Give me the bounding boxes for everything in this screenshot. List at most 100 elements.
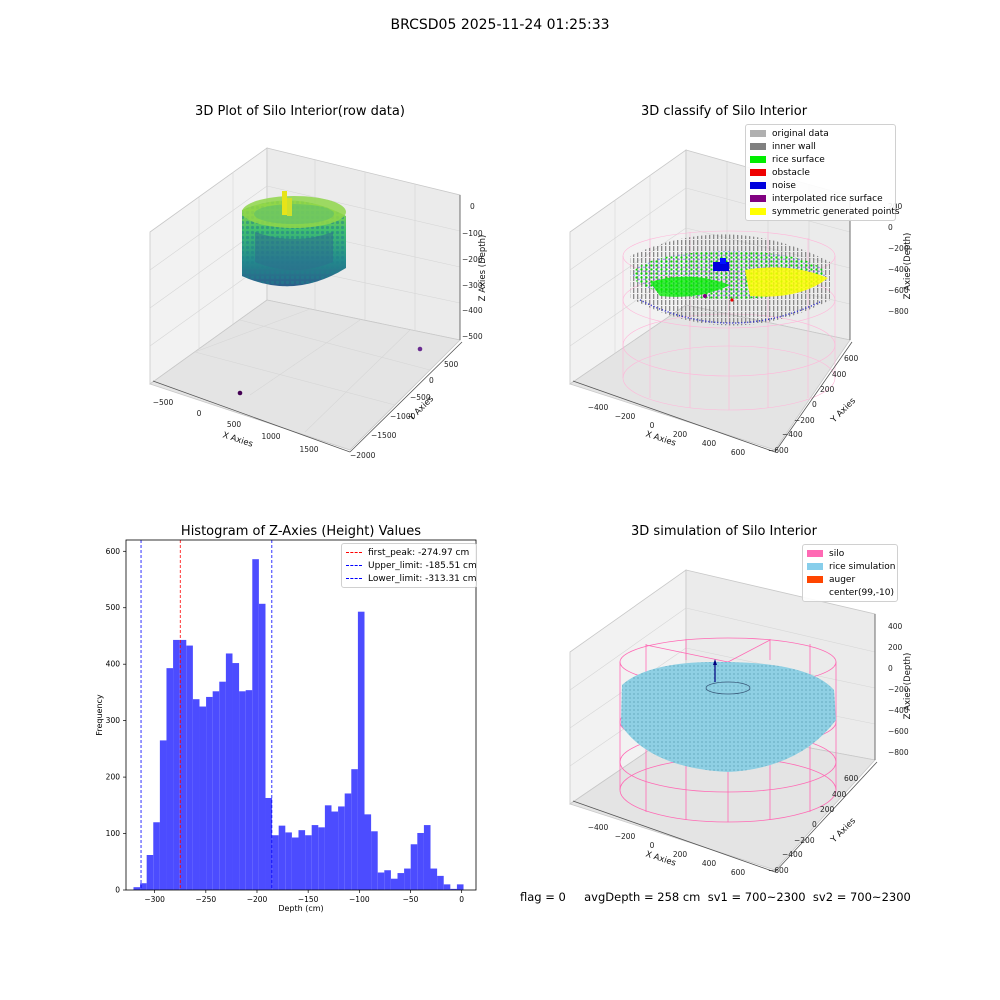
raw-ytick: −1500 (371, 431, 397, 440)
legend-item: center(99,-10) (807, 586, 894, 599)
simulation-xtick: −200 (615, 832, 636, 841)
histogram-bar (133, 887, 141, 890)
histogram-bar (318, 827, 325, 890)
histogram-xtick-label: −150 (298, 895, 319, 904)
raw-ztick: −500 (462, 332, 483, 341)
histogram-bar (159, 740, 167, 890)
simulation-ztick: 0 (888, 664, 893, 673)
classify-ytick: −200 (794, 416, 815, 425)
histogram-xtick-label: −200 (247, 895, 268, 904)
classify-panel-title: 3D classify of Silo Interior (640, 104, 808, 119)
raw-ztick: −300 (462, 281, 483, 290)
simulation-ztick: −200 (888, 685, 909, 694)
histogram-bar (443, 884, 451, 890)
legend-line (346, 578, 362, 579)
classify-ztick: 0 (888, 223, 893, 232)
legend-item: inner wall (750, 140, 891, 153)
classify-ytick: 200 (820, 385, 835, 394)
raw-panel-title: 3D Plot of Silo Interior(row data) (195, 104, 405, 119)
legend-swatch (750, 156, 766, 163)
simulation-ztick: −800 (888, 748, 909, 757)
histogram-chart: −300 −250 −200 −150 −100 −50 0 0 100 200 300 400 50… (95, 539, 477, 913)
classify-3d-plot: −400 −200 0 200 400 600 600 400 200 0 −2… (569, 149, 913, 457)
legend-item: original data (750, 127, 891, 140)
simulation-xtick: −400 (588, 823, 609, 832)
raw-xtick: 500 (227, 420, 242, 429)
raw-ytick: −1000 (390, 412, 416, 421)
histogram-bar (153, 822, 160, 890)
legend-swatch (750, 143, 766, 150)
histogram-bar (166, 668, 174, 890)
histogram-bar (390, 878, 398, 890)
histogram-xtick-label: −100 (349, 895, 370, 904)
raw-ztick: −200 (462, 255, 483, 264)
simulation-ytick: 0 (812, 820, 817, 829)
simulation-xtick: 600 (731, 868, 746, 877)
legend-label: Lower_limit: -313.31 cm (368, 573, 477, 584)
histogram-bar (206, 696, 213, 890)
histogram-ytick-label: 500 (106, 603, 121, 612)
classify-ytick: 400 (832, 370, 847, 379)
classify-ztick: −200 (888, 244, 909, 253)
histogram-bar (430, 868, 438, 890)
histogram-bar (232, 663, 240, 890)
classify-ztick: −600 (888, 286, 909, 295)
legend-label: symmetric generated points (772, 206, 900, 217)
histogram-bar (331, 811, 339, 890)
simulation-ytick: −400 (782, 850, 803, 859)
histogram-bar (199, 706, 207, 890)
histogram-xticks: −300 −250 −200 −150 −100 −50 0 (144, 890, 464, 904)
legend-label: obstacle (772, 167, 810, 178)
raw-zlabel: Z Axies (Depth) (478, 235, 488, 302)
histogram-bar (179, 639, 187, 890)
classify-ytick: 600 (844, 354, 859, 363)
histogram-bar (384, 870, 391, 890)
histogram-bar (258, 603, 266, 890)
legend-label: rice surface (772, 154, 825, 165)
histogram-ylabel: Frequency (95, 694, 104, 736)
histogram-bar (410, 844, 418, 890)
simulation-ytick: 400 (832, 790, 847, 799)
legend-item: auger (807, 573, 893, 586)
histogram-bar (338, 806, 345, 890)
raw-3d-plot: −500 0 500 1000 1500 500 0 −500 −1000 −1… (149, 147, 488, 460)
histogram-bar (245, 690, 253, 890)
histogram-bar (285, 832, 292, 890)
histogram-bar (192, 699, 200, 890)
histogram-ytick-label: 100 (106, 829, 121, 838)
classify-xtick: 400 (702, 439, 717, 448)
histogram-ytick-label: 300 (106, 716, 121, 725)
simulation-ytick: −600 (768, 866, 789, 875)
simulation-legend: silo rice simulation auger center(99,-10… (802, 544, 898, 602)
legend-label: rice simulation (829, 561, 896, 572)
legend-swatch (750, 208, 766, 215)
histogram-bar (272, 835, 279, 890)
histogram-vlines (140, 540, 273, 890)
histogram-bar (324, 805, 332, 890)
histogram-frame (125, 539, 477, 891)
histogram-bar (225, 653, 233, 890)
legend-item: noise (750, 179, 891, 192)
simulation-xtick: 0 (650, 841, 655, 850)
simulation-ztick: 400 (888, 622, 903, 631)
legend-item: interpolated rice surface (750, 192, 891, 205)
legend-item: Upper_limit: -185.51 cm (346, 559, 477, 572)
legend-swatch (807, 576, 823, 583)
classify-ylabel: Y Axies (828, 396, 858, 426)
classify-ytick: −600 (768, 446, 789, 455)
figure-title: BRCSD05 2025-11-24 01:25:33 (390, 17, 610, 33)
rice-simulation-surface (621, 661, 836, 772)
classify-xtick: 200 (673, 430, 688, 439)
legend-item: first_peak: -274.97 cm (346, 546, 472, 559)
legend-label: original data (772, 128, 829, 139)
histogram-yticks: 0 100 200 300 400 500 600 (106, 547, 126, 895)
histogram-bar (305, 835, 312, 890)
legend-item: rice surface (750, 153, 891, 166)
status-line: flag = 0 avgDepth = 258 cm sv1 = 700~230… (520, 890, 911, 904)
histogram-xtick-label: −50 (403, 895, 419, 904)
legend-label: inner wall (772, 141, 816, 152)
classify-ytick: −400 (782, 430, 803, 439)
classify-xtick: 0 (650, 421, 655, 430)
histogram-legend: first_peak: -274.97 cm Upper_limit: -185… (341, 543, 477, 588)
histogram-bar (423, 825, 431, 890)
